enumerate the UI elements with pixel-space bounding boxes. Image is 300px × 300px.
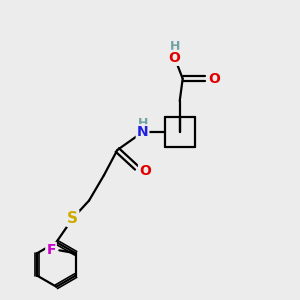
Text: O: O — [139, 164, 151, 178]
Text: O: O — [169, 51, 181, 65]
Text: H: H — [169, 40, 180, 53]
Text: F: F — [46, 243, 56, 257]
Text: H: H — [137, 117, 148, 130]
Text: S: S — [67, 211, 78, 226]
Text: N: N — [137, 125, 148, 139]
Text: O: O — [208, 72, 220, 86]
